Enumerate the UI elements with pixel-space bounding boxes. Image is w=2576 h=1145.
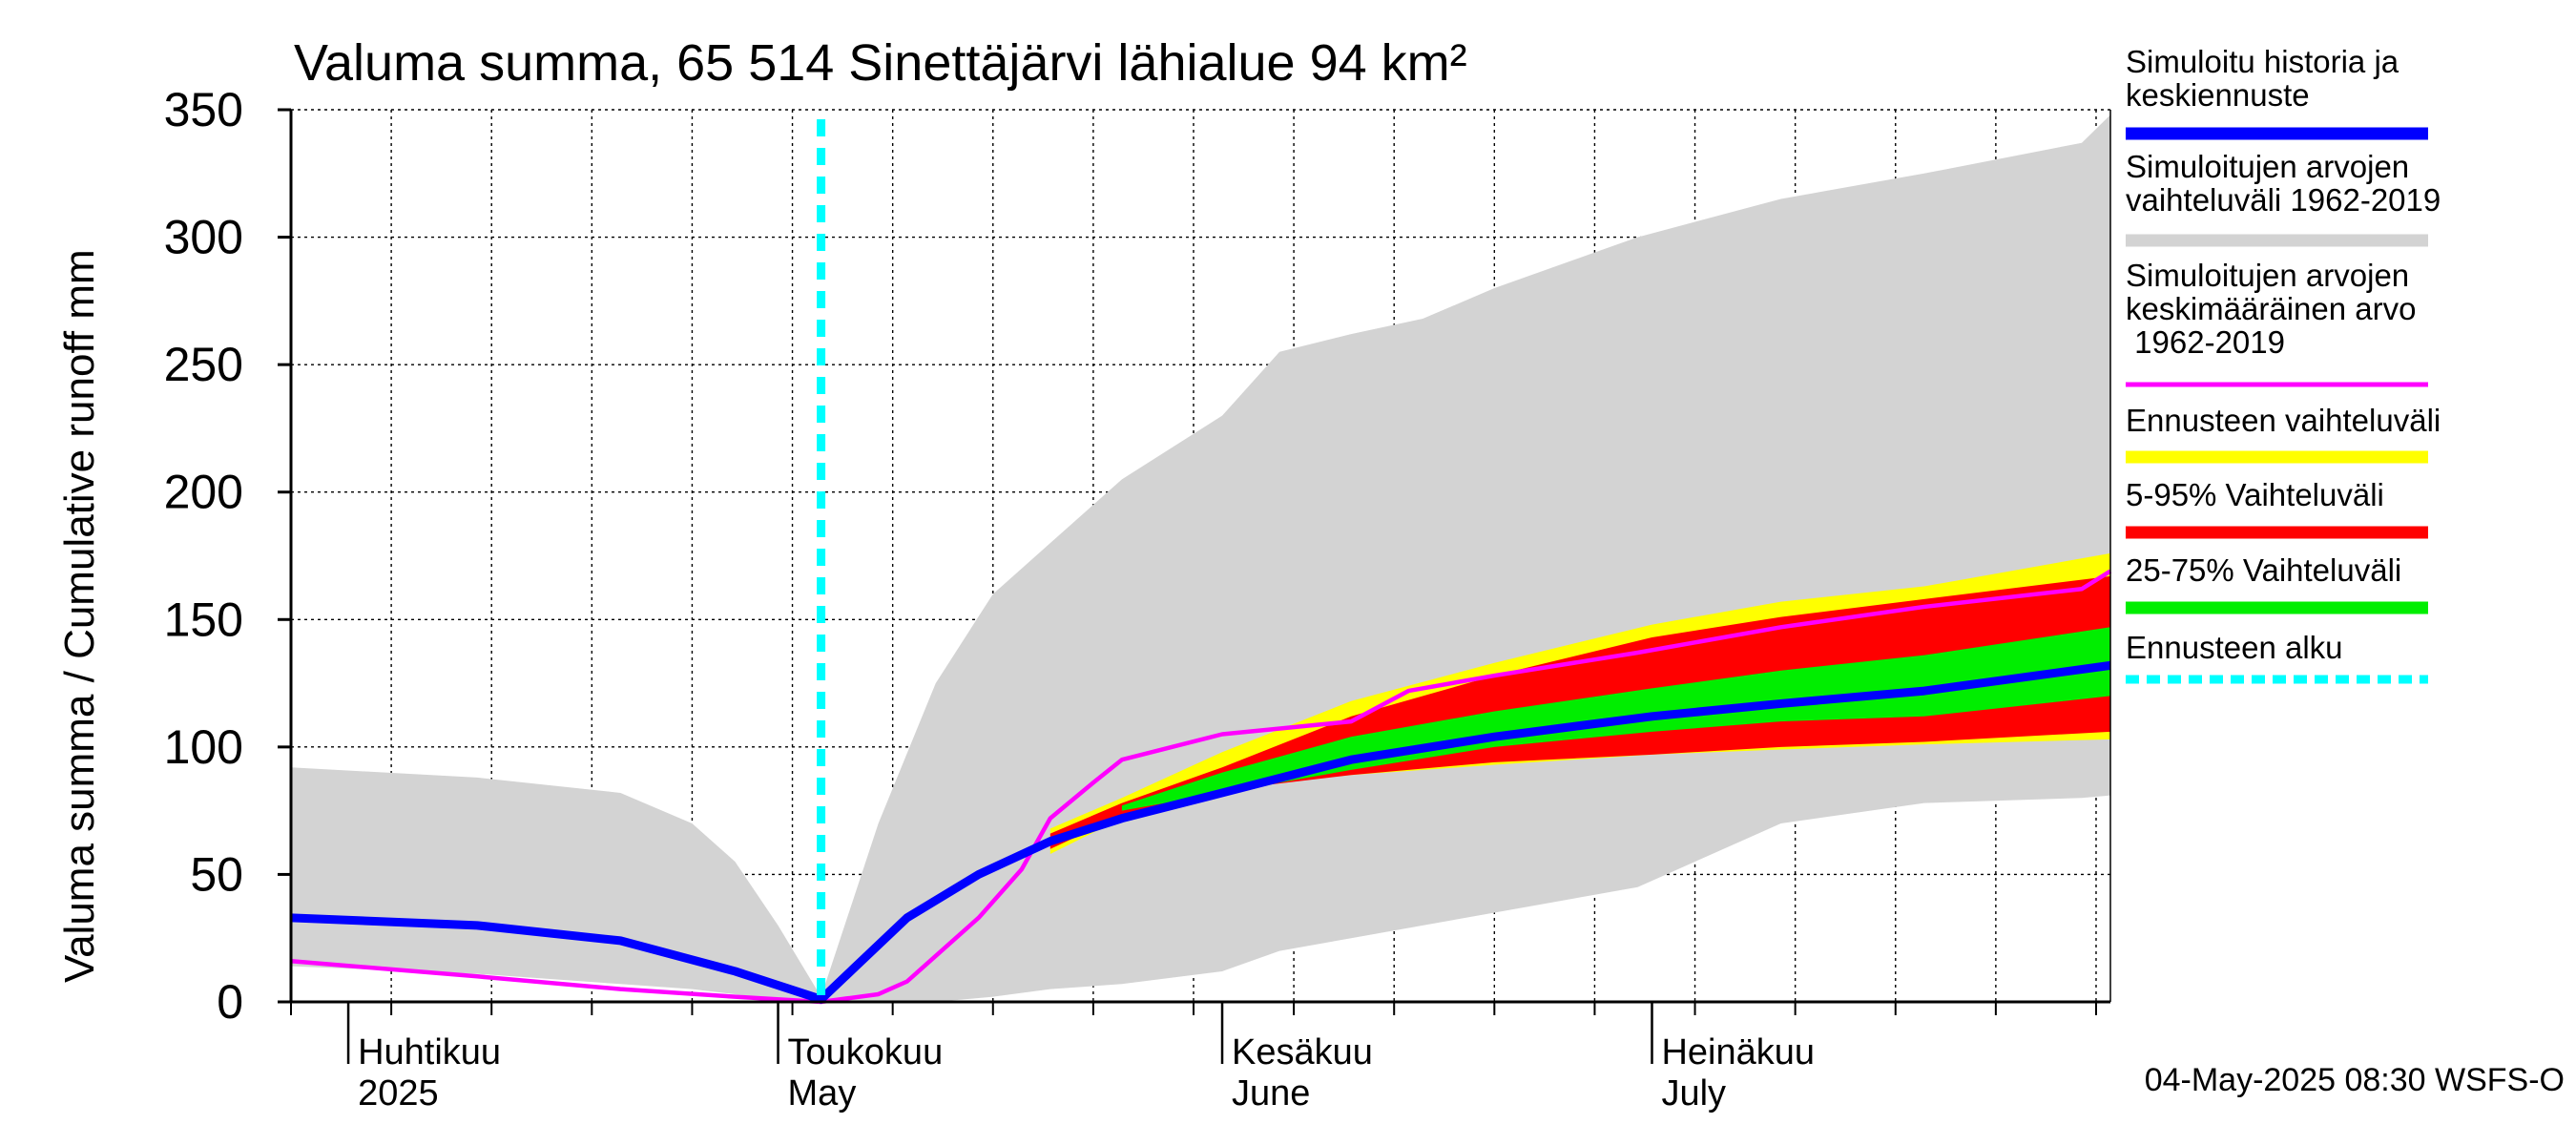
x-month-label-en: 2025 — [358, 1073, 439, 1114]
legend-entry: Ennusteen alku — [2126, 630, 2428, 684]
mean-line — [290, 569, 2112, 1005]
x-month-label-en: June — [1232, 1073, 1310, 1114]
legend-label-line: Ennusteen alku — [2126, 630, 2343, 665]
y-tick-label: 300 — [164, 211, 243, 264]
legend-label-line: keskiennuste — [2126, 77, 2310, 113]
legend-label: 5-95% Vaihteluväli — [2126, 477, 2384, 512]
band-1 — [291, 114, 2110, 1003]
legend-entry: Simuloitujen arvojen keskimääräinen arvo … — [2126, 258, 2428, 387]
band-layer — [291, 114, 2110, 1003]
y-tick-label: 100 — [164, 720, 243, 774]
line-layer — [290, 119, 2112, 1005]
legend-label-line: Simuloitu historia ja — [2126, 44, 2399, 79]
legend: Simuloitu historia ja keskiennusteSimuloi… — [2126, 44, 2441, 684]
x-month-label-fi: Heinäkuu — [1661, 1032, 1815, 1072]
legend-label: Simuloitu historia ja keskiennuste — [2126, 44, 2399, 113]
legend-label-line: Simuloitujen arvojen — [2126, 149, 2409, 184]
y-tick-label: 200 — [164, 466, 243, 519]
legend-label-line: 5-95% Vaihteluväli — [2126, 477, 2384, 512]
legend-label-line: 25-75% Vaihteluväli — [2126, 552, 2401, 588]
y-tick-label: 50 — [190, 847, 243, 901]
legend-label-line: vaihteluväli 1962-2019 — [2126, 182, 2441, 218]
x-month-label-fi: Toukokuu — [788, 1032, 944, 1072]
timestamp: 04-May-2025 08:30 WSFS-O — [2145, 1062, 2565, 1098]
legend-entry: 5-95% Vaihteluväli — [2126, 477, 2428, 539]
y-tick-label: 0 — [217, 975, 243, 1029]
legend-entry: Simuloitujen arvojen vaihteluväli 1962-20… — [2126, 149, 2441, 247]
legend-label-line: Ennusteen vaihteluväli — [2126, 403, 2441, 438]
median-forecast-line — [290, 660, 2111, 1004]
y-axis-label: Valuma summa / Cumulative runoff mm — [56, 249, 103, 983]
x-month-label-fi: Kesäkuu — [1232, 1032, 1373, 1072]
x-month-label-fi: Huhtikuu — [358, 1032, 501, 1072]
legend-label: 25-75% Vaihteluväli — [2126, 552, 2401, 588]
legend-label: Simuloitujen arvojen keskimääräinen arvo … — [2126, 258, 2416, 360]
y-tick-label: 350 — [164, 83, 243, 136]
legend-label-line: keskimääräinen arvo — [2126, 291, 2416, 326]
legend-entry: Ennusteen vaihteluväli — [2126, 403, 2441, 464]
x-month-label-en: July — [1661, 1073, 1726, 1114]
chart-title: Valuma summa, 65 514 Sinettäjärvi lähial… — [294, 34, 1467, 92]
x-month-label-en: May — [788, 1073, 857, 1114]
y-tick-label: 150 — [164, 593, 243, 646]
legend-label-line: 1962-2019 — [2126, 324, 2285, 360]
legend-label: Ennusteen alku — [2126, 630, 2343, 665]
legend-label-line: Simuloitujen arvojen — [2126, 258, 2409, 293]
legend-label: Ennusteen vaihteluväli — [2126, 403, 2441, 438]
y-tick-label: 250 — [164, 338, 243, 391]
legend-label: Simuloitujen arvojen vaihteluväli 1962-20… — [2126, 149, 2441, 218]
legend-entry: Simuloitu historia ja keskiennuste — [2126, 44, 2428, 140]
legend-entry: 25-75% Vaihteluväli — [2126, 552, 2428, 614]
